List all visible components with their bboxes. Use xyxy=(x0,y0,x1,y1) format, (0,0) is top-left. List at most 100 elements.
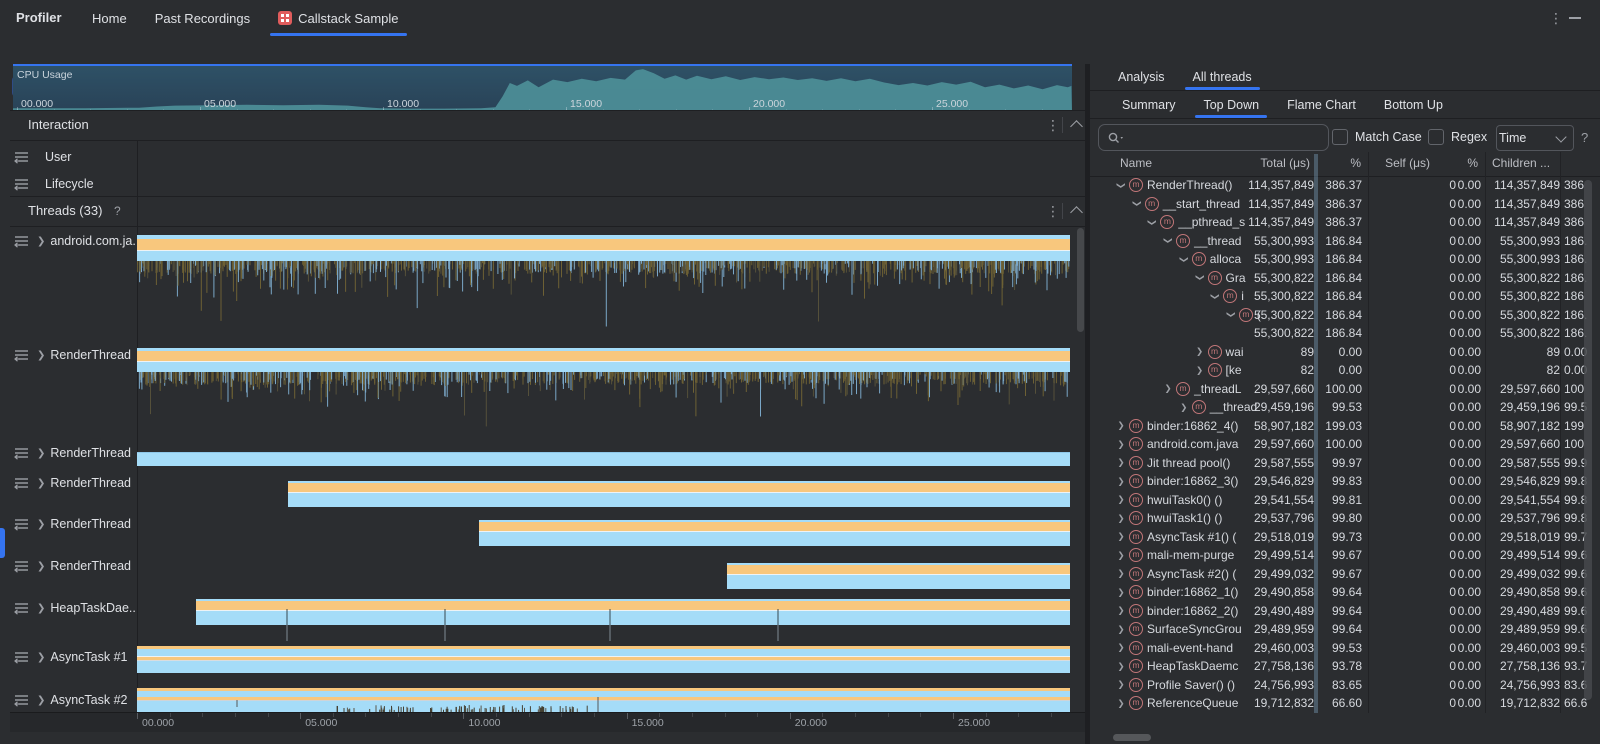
chevron-right-icon[interactable]: ❯ xyxy=(37,349,46,361)
table-row[interactable]: ❯ m mali-event-hand 29,460,003 99.53 0 0.00 29,… xyxy=(1090,639,1600,658)
table-row[interactable]: ❯ m alloca 55,300,993 186.84 0 0.00 55,300,993 1… xyxy=(1090,250,1600,269)
chevron-right-icon[interactable]: ❯ xyxy=(1117,438,1125,449)
thread-row-label[interactable]: ❯ android.com.ja... xyxy=(10,231,137,251)
table-row[interactable]: ❯ m SurfaceSyncGrou 29,489,959 99.64 0 0.00 29,… xyxy=(1090,620,1600,639)
chevron-right-icon[interactable]: ❯ xyxy=(37,235,46,247)
filter-dropdown[interactable]: Time xyxy=(1496,125,1574,151)
thread-row-label[interactable]: ❯ AsyncTask #2 xyxy=(10,690,137,710)
column-header-1[interactable]: Total (μs) xyxy=(1260,156,1310,170)
chevron-right-icon[interactable]: ❯ xyxy=(37,477,46,489)
table-row[interactable]: ❯ m __thread 29,459,196 99.53 0 0.00 29,459,196… xyxy=(1090,398,1600,417)
table-column-header[interactable]: Name Total (μs)% Self (μs)% Children ... xyxy=(1090,152,1600,177)
table-row[interactable]: ❯ m Gra 55,300,822 186.84 0 0.00 55,300,822 186. xyxy=(1090,269,1600,288)
thread-row-label[interactable]: ❯ HeapTaskDae... xyxy=(10,598,137,618)
table-horizontal-scrollbar[interactable] xyxy=(1113,734,1151,741)
tab-all-threads[interactable]: All threads xyxy=(1183,64,1262,90)
interaction-row-lifecycle[interactable]: Lifecycle xyxy=(10,174,137,194)
chevron-right-icon[interactable]: ❯ xyxy=(1117,475,1125,486)
column-header-3[interactable]: Self (μs) xyxy=(1385,156,1430,170)
chevron-down-icon[interactable]: ❯ xyxy=(1132,200,1143,208)
match-case-option[interactable]: Match Case xyxy=(1332,129,1422,145)
threads-header[interactable]: Threads (33) ? ⋮ xyxy=(10,196,1085,227)
table-row[interactable]: ❯ m AsyncTask #1() (29,518,019 99.73 0 0.00 29… xyxy=(1090,528,1600,547)
chevron-right-icon[interactable]: ❯ xyxy=(1117,623,1125,634)
table-row[interactable]: ❯ m _threadL 29,597,660 100.00 0 0.00 29,597,66… xyxy=(1090,380,1600,399)
threads-help-icon[interactable]: ? xyxy=(114,204,121,218)
table-row[interactable]: ❯ m [ke 82 0.00 0 0.00 82 0.00 xyxy=(1090,361,1600,380)
tab-summary[interactable]: Summary xyxy=(1112,91,1185,118)
table-row[interactable]: ❯ m mali-mem-purge 29,499,514 99.67 0 0.00 29,4… xyxy=(1090,546,1600,565)
chevron-right-icon[interactable]: ❯ xyxy=(1117,697,1125,708)
hide-window-icon[interactable] xyxy=(1569,17,1581,19)
tab-past-recordings[interactable]: Past Recordings xyxy=(141,0,264,36)
thread-row-label[interactable]: ❯ RenderThread xyxy=(10,473,137,493)
threads-collapse-icon[interactable] xyxy=(1070,206,1083,219)
chevron-right-icon[interactable]: ❯ xyxy=(1117,457,1125,468)
chevron-right-icon[interactable]: ❯ xyxy=(1117,494,1125,505)
cpu-usage-chart[interactable]: CPU Usage 00.000 05.000 10.000 15.000 20.000… xyxy=(13,64,1072,112)
threads-options-icon[interactable]: ⋮ xyxy=(1046,203,1060,219)
table-row[interactable]: ❯ m binder:16862_3() 29,546,829 99.83 0 0.00 29… xyxy=(1090,472,1600,491)
chevron-down-icon[interactable]: ❯ xyxy=(1147,218,1158,226)
table-row[interactable]: ❯ m hwuiTask1() () 29,537,796 99.80 0 0.00 29,5… xyxy=(1090,509,1600,528)
table-row[interactable]: ❯ m Profile Saver() () 24,756,993 83.65 0 0.00… xyxy=(1090,676,1600,695)
tab-analysis[interactable]: Analysis xyxy=(1108,64,1175,90)
interaction-row-user[interactable]: User xyxy=(10,147,137,167)
tool-window-stripe-indicator[interactable] xyxy=(0,528,5,558)
table-row[interactable]: ❯ m(55,300,822 186.84 0 0.00 55,300,822 186. xyxy=(1090,306,1600,325)
interaction-header[interactable]: Interaction ⋮ xyxy=(10,110,1085,141)
table-row[interactable]: ❯ m HeapTaskDaemc 27,758,136 93.78 0 0.00 27,75… xyxy=(1090,657,1600,676)
thread-row-label[interactable]: ❯ AsyncTask #1 xyxy=(10,647,137,667)
table-row[interactable]: ❯ m hwuiTask0() () 29,541,554 99.81 0 0.00 29,5… xyxy=(1090,491,1600,510)
chevron-right-icon[interactable]: ❯ xyxy=(37,560,46,572)
search-input[interactable] xyxy=(1126,129,1310,146)
chevron-right-icon[interactable]: ❯ xyxy=(1117,586,1125,597)
chevron-down-icon[interactable]: ❯ xyxy=(1116,181,1127,189)
table-vertical-scrollbar[interactable] xyxy=(1584,180,1592,700)
chevron-right-icon[interactable]: ❯ xyxy=(37,602,46,614)
chevron-right-icon[interactable]: ❯ xyxy=(1117,568,1125,579)
chevron-right-icon[interactable]: ❯ xyxy=(37,447,46,459)
table-row[interactable]: ❯ m AsyncTask #2() (29,499,032 99.67 0 0.00 29… xyxy=(1090,565,1600,584)
thread-row-label[interactable]: ❯ RenderThread xyxy=(10,556,137,576)
thread-row-label[interactable]: ❯ RenderThread xyxy=(10,514,137,534)
chevron-right-icon[interactable]: ❯ xyxy=(1164,383,1172,394)
chevron-right-icon[interactable]: ❯ xyxy=(1117,512,1125,523)
chevron-right-icon[interactable]: ❯ xyxy=(37,651,46,663)
table-row[interactable]: ❯ m Jit thread pool() 29,587,555 99.97 0 0.00 2… xyxy=(1090,454,1600,473)
chevron-right-icon[interactable]: ❯ xyxy=(1195,364,1204,375)
tracks-vertical-scrollbar[interactable] xyxy=(1077,228,1084,332)
chevron-right-icon[interactable]: ❯ xyxy=(1117,660,1125,671)
tab-flame-chart[interactable]: Flame Chart xyxy=(1277,91,1366,118)
table-row[interactable]: ❯ m binder:16862_1() 29,490,858 99.64 0 0.00 29… xyxy=(1090,583,1600,602)
tab-callstack-sample[interactable]: Callstack Sample xyxy=(264,0,412,36)
tabbar-more-icon[interactable]: ⋮ xyxy=(1549,10,1563,26)
table-row[interactable]: ❯ m ReferenceQueue 19,712,832 66.60 0 0.00 19,7… xyxy=(1090,694,1600,713)
table-row[interactable]: ❯ m wai 89 0.00 0 0.00 89 0.00 xyxy=(1090,343,1600,362)
tab-bottom-up[interactable]: Bottom Up xyxy=(1374,91,1453,118)
column-header-4[interactable]: % xyxy=(1467,156,1478,170)
regex-option[interactable]: Regex xyxy=(1428,129,1487,145)
chevron-right-icon[interactable]: ❯ xyxy=(1117,531,1125,542)
column-header-2[interactable]: % xyxy=(1350,156,1361,170)
table-row[interactable]: ❯ m __start_thread 114,357,849 386.37 0 0.00 11… xyxy=(1090,195,1600,214)
chevron-right-icon[interactable]: ❯ xyxy=(37,518,46,530)
table-row[interactable]: ❯ m __pthread_s 114,357,849 386.37 0 0.00 114,3… xyxy=(1090,213,1600,232)
chevron-right-icon[interactable]: ❯ xyxy=(37,694,46,706)
interaction-collapse-icon[interactable] xyxy=(1070,120,1083,133)
table-row[interactable]: ❯ m binder:16862_4() 58,907,182 199.03 0 0.00 5… xyxy=(1090,417,1600,436)
table-row[interactable]: ❯ m i 55,300,822 186.84 0 0.00 55,300,822 186 xyxy=(1090,287,1600,306)
interaction-options-icon[interactable]: ⋮ xyxy=(1046,117,1060,133)
column-header-0[interactable]: Name xyxy=(1120,156,1153,170)
regex-checkbox[interactable] xyxy=(1428,129,1444,145)
chevron-right-icon[interactable]: ❯ xyxy=(1117,679,1125,690)
table-row[interactable]: ❯ m RenderThread() 114,357,849 386.37 0 0.00 11… xyxy=(1090,176,1600,195)
search-field[interactable] xyxy=(1098,124,1329,151)
chevron-right-icon[interactable]: ❯ xyxy=(1117,605,1125,616)
tab-home[interactable]: Home xyxy=(78,0,141,36)
tab-top-down[interactable]: Top Down xyxy=(1193,91,1269,118)
search-help-icon[interactable]: ? xyxy=(1581,130,1589,145)
table-row[interactable]: ❯ m __thread 55,300,993 186.84 0 0.00 55,300,99… xyxy=(1090,232,1600,251)
chevron-down-icon[interactable]: ❯ xyxy=(1163,237,1174,245)
table-row[interactable]: 55,300,822 186.84 0 0.00 55,300,822 186. xyxy=(1090,324,1600,343)
